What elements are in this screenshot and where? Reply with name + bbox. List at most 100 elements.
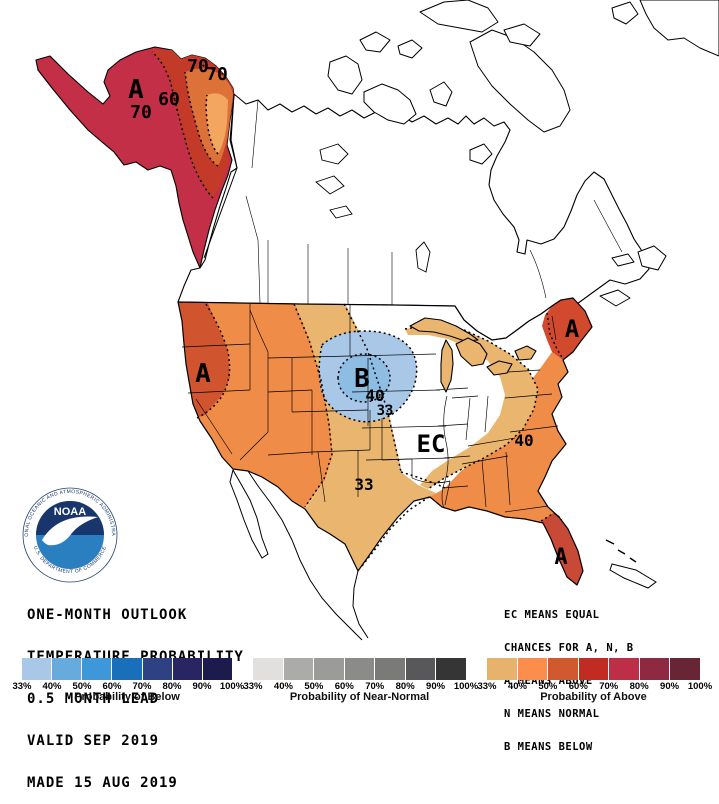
legend-tick: 80% [162,681,182,692]
legend-color-cell [487,658,518,680]
logo-org-text: NOAA [54,506,86,518]
map-label-40: 40 [514,431,533,450]
region-florida-above-50-60 [541,513,583,585]
region-southeast-above-40-50 [430,352,583,585]
legend-tick: 40% [42,681,62,692]
map-label-A: A [565,315,580,343]
legend-color-cell [253,658,284,680]
map-label-70: 70 [130,102,152,123]
title-line: 0.5 MONTH LEAD [27,691,160,707]
map-label-40: 40 [365,386,384,405]
legend-color-cell [436,658,467,680]
legend-tick: 33% [12,681,32,692]
note-line: CHANCES FOR A, N, B [504,642,634,654]
title-line: VALID SEP 2019 [27,733,160,749]
legend-bar [253,658,467,680]
legend-tick: 90% [660,681,680,692]
alaska-40-50-band [206,93,228,154]
region-pnw-above-50-60 [178,302,230,418]
legend-probability-of-below: 33% 40% 50% 60% 70% 80% 90% 100% Probability of … [12,658,244,703]
map-label-70: 70 [187,56,209,77]
legend-tick: 33% [243,681,263,692]
map-label-B: B [354,364,370,394]
legend-tick: 60% [568,681,588,692]
legend-tick: 100% [687,681,713,692]
arctic-islands [327,0,719,307]
legend-color-cell [283,658,315,680]
legend-tick: 80% [629,681,649,692]
legend-color-cell [375,658,406,680]
note-line: B MEANS BELOW [504,741,593,753]
cuba [609,563,657,589]
legend-color-cell [548,658,579,680]
legend-tick: 70% [365,681,385,692]
state-borders [181,304,559,513]
title-line: ONE-MONTH OUTLOOK [27,607,188,623]
legend-tick-labels: 33% 40% 50% 60% 70% 80% 90% 100% [477,680,712,692]
lake-michigan [440,339,454,393]
note-line: A MEANS ABOVE [504,675,593,687]
legend-caption: Probability of Above [540,691,647,703]
alaska-canada-border [203,93,238,259]
conus-outline [177,297,593,586]
legend-tick: 40% [273,681,293,692]
region-below-40-50 [338,354,390,402]
legend-tick-labels: 33% 40% 50% 60% 70% 80% 90% 100% [243,680,478,692]
legend-bar [487,658,701,680]
mexico-outline [229,468,369,641]
map-label-70: 70 [206,64,228,85]
canada-province-borders [245,99,623,305]
map-label-33: 33 [377,403,394,419]
legend-tick: 70% [132,681,152,692]
legend-tick: 50% [304,681,324,692]
map-label-A: A [195,359,211,389]
map-label-A: A [554,545,567,570]
legend-color-cell [22,658,53,680]
legend-color-cell [639,658,671,680]
legend-color-cell [609,658,640,680]
alaska-contours [151,51,219,199]
noaa-logo: NOAA NATIONAL OCEANIC AND ATMOSPHERIC AD… [20,485,118,583]
legend-color-cell [670,658,701,680]
legend-tick: 90% [192,681,212,692]
legend-tick: 40% [507,681,527,692]
legend-probability-of-above: 33% 40% 50% 60% 70% 80% 90% 100% Probability of … [477,658,712,703]
legend-color-cell [344,658,376,680]
legend-tick: 50% [72,681,92,692]
logo-globe-top [36,501,104,535]
alaska-region [35,46,238,269]
map-label-33: 33 [354,475,373,494]
legend-tick: 100% [219,681,245,692]
legend-color-cell [142,658,173,680]
legend-color-cell [172,658,203,680]
caribbean-islands [605,539,657,589]
regions-above-50-60-east [541,298,592,585]
legend-color-cell [517,658,549,680]
title-line: MADE 15 AUG 2019 [27,775,178,791]
map-label-A: A [128,75,144,105]
map-label-60: 60 [158,89,180,110]
legend-tick: 80% [395,681,415,692]
legend-caption: Probability of Below [74,691,180,703]
legend-tick: 90% [426,681,446,692]
bahamas [605,539,637,563]
legend-color-cell [578,658,610,680]
lake-erie [486,360,513,376]
lake-superior [409,317,479,342]
legend-tick-labels: 33% 40% 50% 60% 70% 80% 90% 100% [12,680,244,692]
legend-row: 33% 40% 50% 60% 70% 80% 90% 100% Probability of … [0,658,719,703]
legend-tick: 100% [453,681,479,692]
probability-contours [196,303,564,567]
legend-tick: 60% [102,681,122,692]
canada-lakes [315,143,431,273]
legend-tick: 50% [538,681,558,692]
legend-color-cell [52,658,83,680]
legend-color-cell [202,658,232,680]
legend-tick: 33% [477,681,497,692]
legend-caption: Probability of Near-Normal [289,691,430,703]
legend-color-cell [82,658,113,680]
lake-ontario [514,345,537,361]
note-line: N MEANS NORMAL [504,708,600,720]
